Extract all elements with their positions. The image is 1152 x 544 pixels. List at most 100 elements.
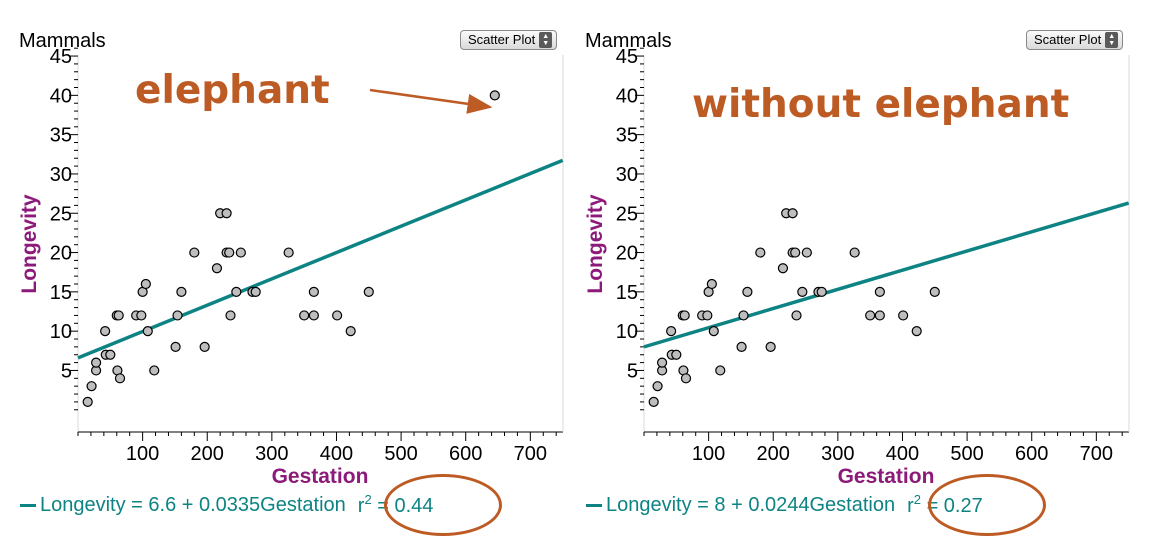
x-tick-label: 100 [692, 443, 725, 465]
scatter-plot: 100 200 300 400 500 600 700 5 10 15 20 25 30 35 40 45 Ge… [18, 46, 564, 488]
x-tick-label: 400 [886, 443, 919, 465]
data-point [231, 286, 242, 297]
data-point [702, 310, 713, 321]
data-point [90, 357, 102, 368]
x-tick-label: 700 [514, 443, 547, 465]
data-point [199, 341, 210, 352]
plot-type-select[interactable]: Scatter Plot ▲ ▼ [460, 30, 558, 50]
data-point [874, 286, 885, 297]
chart-title: Mammals [19, 30, 106, 52]
x-tick-label: 500 [384, 443, 417, 465]
data-point [345, 326, 356, 337]
data-point [797, 286, 808, 297]
y-tick-label: 15 [50, 282, 72, 304]
data-point [142, 326, 153, 337]
data-point [221, 208, 232, 219]
data-point [791, 310, 802, 321]
data-point [235, 247, 246, 258]
y-tick-label: 25 [616, 203, 638, 225]
data-point [82, 396, 93, 407]
x-tick-label: 600 [449, 443, 482, 465]
plot-type-label: Scatter Plot [1034, 32, 1102, 47]
data-point [679, 310, 690, 321]
data-point [738, 310, 749, 321]
y-axis-label: Longevity [584, 194, 607, 293]
data-point [790, 247, 801, 258]
data-point [211, 263, 223, 274]
updown-arrows-icon: ▲ ▼ [539, 32, 553, 48]
data-point [86, 381, 97, 392]
data-point [149, 365, 160, 376]
equation-text: Longevity = 6.6 + 0.0335Gestation [40, 493, 346, 516]
regression-equation: Longevity = 6.6 + 0.0335Gestation r2 = 0… [20, 492, 433, 518]
data-point [715, 365, 726, 376]
data-point [170, 341, 181, 352]
y-tick-label: 20 [616, 243, 638, 265]
data-point [680, 373, 692, 384]
y-tick-label: 10 [616, 321, 638, 343]
data-point [777, 263, 789, 274]
x-tick-label: 400 [320, 443, 353, 465]
x-tick-label: 200 [191, 443, 224, 465]
x-tick-label: 300 [255, 443, 288, 465]
data-point [308, 310, 319, 321]
data-point [865, 310, 876, 321]
data-point [363, 286, 374, 297]
plot-type-select[interactable]: Scatter Plot ▲ ▼ [1026, 30, 1124, 50]
data-point [176, 286, 187, 297]
data-point [299, 310, 310, 321]
data-point [283, 247, 294, 258]
y-axis-label: Longevity [18, 194, 41, 293]
x-axis-label: Gestation [838, 465, 935, 488]
data-point [656, 357, 668, 368]
data-point [755, 247, 766, 258]
data-point [114, 373, 126, 384]
chart-title: Mammals [585, 30, 672, 52]
x-tick-label: 300 [821, 443, 854, 465]
data-point [911, 326, 922, 337]
data-point [172, 310, 183, 321]
data-point [801, 247, 812, 258]
r-squared-highlight-circle [384, 474, 502, 536]
data-point [787, 208, 798, 219]
data-point [105, 349, 116, 360]
data-point [666, 326, 677, 337]
updown-arrows-icon: ▲ ▼ [1105, 32, 1119, 48]
x-axis-label: Gestation [272, 465, 369, 488]
elephant-annotation: elephant [135, 68, 330, 113]
data-point [765, 341, 776, 352]
scatter-panel-without-elephant: Mammals Scatter Plot ▲ ▼ 100 200 300 400 500 6… [566, 0, 1132, 544]
y-tick-label: 45 [616, 46, 638, 68]
y-tick-label: 5 [61, 360, 72, 382]
regression-equation: Longevity = 8 + 0.0244Gestation r2 = 0.2… [586, 492, 983, 518]
y-tick-label: 45 [50, 46, 72, 68]
x-tick-label: 500 [950, 443, 983, 465]
data-point [489, 90, 500, 101]
data-point [736, 341, 747, 352]
data-point [929, 286, 940, 297]
regression-line-swatch [586, 503, 602, 507]
data-point [224, 247, 235, 258]
data-point [652, 381, 663, 392]
data-point [671, 349, 682, 360]
data-point [706, 278, 717, 290]
plot-type-label: Scatter Plot [468, 32, 536, 47]
y-tick-label: 30 [50, 164, 72, 186]
data-point [250, 286, 261, 297]
x-tick-label: 600 [1015, 443, 1048, 465]
data-point [648, 396, 659, 407]
data-point [708, 326, 719, 337]
y-tick-label: 25 [50, 203, 72, 225]
x-tick-label: 700 [1080, 443, 1113, 465]
data-point [874, 310, 885, 321]
equation-text: Longevity = 8 + 0.0244Gestation [606, 493, 896, 516]
data-point [189, 247, 200, 258]
data-point [100, 326, 111, 337]
data-point [332, 310, 343, 321]
y-tick-label: 40 [50, 85, 72, 107]
scatter-panel-with-elephant: Mammals Scatter Plot ▲ ▼ 100 200 300 400 500 6… [0, 0, 566, 544]
y-tick-label: 35 [616, 125, 638, 147]
x-tick-label: 100 [126, 443, 159, 465]
x-tick-label: 200 [757, 443, 790, 465]
data-point [816, 286, 827, 297]
